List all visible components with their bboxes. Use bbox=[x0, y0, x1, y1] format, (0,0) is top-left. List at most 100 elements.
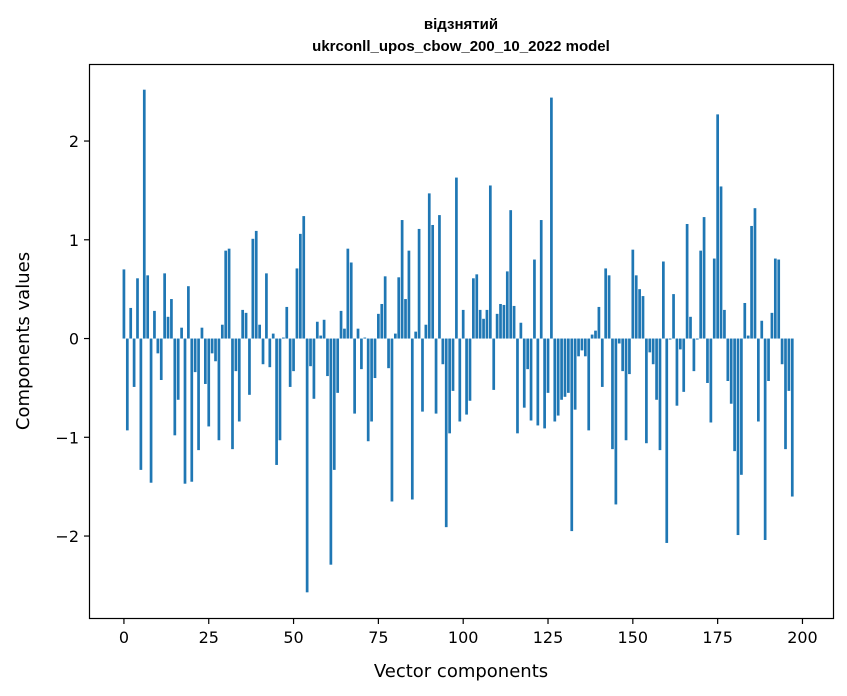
bar-component-147 bbox=[621, 338, 625, 372]
bar-component-183 bbox=[743, 302, 747, 339]
bar-component-171 bbox=[702, 217, 706, 339]
bar-component-88 bbox=[421, 338, 424, 412]
bar-component-103 bbox=[472, 278, 475, 339]
bar-component-128 bbox=[556, 338, 560, 416]
bar-component-69 bbox=[356, 328, 360, 339]
bar-component-40 bbox=[258, 324, 261, 339]
bar-component-168 bbox=[692, 338, 696, 372]
bar-component-121 bbox=[533, 259, 536, 339]
bar-component-67 bbox=[349, 262, 353, 339]
bar-component-108 bbox=[488, 185, 492, 339]
y-tick-label: −2 bbox=[55, 527, 79, 546]
bar-component-111 bbox=[499, 303, 502, 339]
bar-component-175 bbox=[716, 114, 719, 339]
x-tick-label: 0 bbox=[119, 628, 129, 647]
bar-component-16 bbox=[176, 338, 180, 400]
bar-component-81 bbox=[397, 277, 401, 339]
bar-component-123 bbox=[539, 220, 543, 339]
bar-component-84 bbox=[407, 250, 411, 339]
bar-component-89 bbox=[424, 324, 428, 339]
bar-component-10 bbox=[156, 338, 160, 354]
bar-component-102 bbox=[468, 338, 472, 401]
bar-component-118 bbox=[522, 338, 526, 408]
bar-component-179 bbox=[729, 338, 733, 404]
bar-component-161 bbox=[668, 338, 672, 340]
bar-component-164 bbox=[678, 338, 682, 350]
bar-component-6 bbox=[142, 89, 146, 339]
bar-component-17 bbox=[180, 327, 183, 339]
bar-component-48 bbox=[285, 306, 289, 339]
bar-component-83 bbox=[404, 299, 407, 339]
bar-component-57 bbox=[315, 321, 319, 339]
bar-component-9 bbox=[153, 310, 156, 339]
bar-component-12 bbox=[163, 273, 166, 339]
bar-component-194 bbox=[780, 338, 784, 365]
bar-component-21 bbox=[193, 338, 197, 373]
bar-component-8 bbox=[149, 338, 153, 483]
bar-component-39 bbox=[254, 230, 258, 339]
bar-component-45 bbox=[275, 338, 278, 465]
bar-component-117 bbox=[519, 322, 523, 339]
bar-component-159 bbox=[662, 261, 665, 339]
bar-component-76 bbox=[380, 303, 384, 339]
bar-component-188 bbox=[760, 320, 764, 339]
bar-component-97 bbox=[451, 338, 455, 391]
bar-component-23 bbox=[200, 327, 204, 339]
bar-component-137 bbox=[587, 338, 591, 431]
bar-component-107 bbox=[485, 309, 489, 339]
bar-component-182 bbox=[740, 338, 743, 475]
bar-component-149 bbox=[628, 338, 631, 375]
bar-component-125 bbox=[546, 338, 550, 393]
bar-component-114 bbox=[509, 210, 513, 339]
bar-component-150 bbox=[631, 249, 635, 339]
bar-component-30 bbox=[224, 250, 228, 339]
bar-component-106 bbox=[482, 318, 485, 339]
bar-component-87 bbox=[417, 228, 421, 339]
bar-component-92 bbox=[434, 338, 438, 414]
bar-component-65 bbox=[343, 328, 346, 339]
bar-component-109 bbox=[492, 338, 496, 390]
bar-component-95 bbox=[444, 338, 448, 528]
bar-component-24 bbox=[203, 338, 207, 384]
bar-component-22 bbox=[197, 338, 200, 451]
x-tick-label: 50 bbox=[283, 628, 303, 647]
bar-component-167 bbox=[689, 316, 692, 339]
x-tick-label: 150 bbox=[618, 628, 649, 647]
bar-component-141 bbox=[600, 338, 604, 387]
bar-component-47 bbox=[282, 337, 285, 339]
bar-component-190 bbox=[767, 338, 770, 381]
bar-component-124 bbox=[543, 338, 546, 429]
chart-title-line-1: відзнятий bbox=[424, 16, 498, 33]
bar-component-197 bbox=[790, 338, 794, 497]
bar-component-143 bbox=[607, 275, 611, 339]
bar-component-42 bbox=[265, 273, 268, 339]
bar-component-104 bbox=[475, 274, 479, 339]
bar-component-77 bbox=[383, 276, 387, 339]
bar-component-153 bbox=[641, 296, 645, 339]
bar-component-96 bbox=[448, 338, 451, 434]
bar-component-169 bbox=[695, 338, 699, 340]
bar-component-115 bbox=[512, 305, 516, 339]
bar-component-27 bbox=[214, 338, 217, 362]
bar-component-176 bbox=[719, 186, 723, 339]
bar-component-174 bbox=[712, 258, 716, 339]
x-axis-label: Vector components bbox=[374, 661, 548, 682]
bar-component-119 bbox=[526, 338, 530, 370]
bar-component-192 bbox=[773, 258, 777, 339]
bar-component-165 bbox=[682, 338, 686, 392]
bar-component-13 bbox=[166, 316, 170, 339]
bar-component-74 bbox=[373, 338, 377, 379]
y-tick-label: 0 bbox=[69, 330, 79, 349]
bar-component-15 bbox=[173, 338, 177, 436]
bar-component-54 bbox=[305, 338, 309, 593]
bar-component-191 bbox=[770, 312, 774, 339]
bar-component-162 bbox=[672, 294, 675, 339]
bar-component-98 bbox=[455, 177, 458, 339]
bar-component-180 bbox=[733, 338, 736, 452]
bar-component-131 bbox=[567, 338, 570, 393]
bar-component-158 bbox=[658, 338, 662, 451]
bar-component-55 bbox=[309, 338, 312, 367]
bar-component-134 bbox=[577, 338, 580, 357]
bar-component-113 bbox=[505, 271, 509, 339]
